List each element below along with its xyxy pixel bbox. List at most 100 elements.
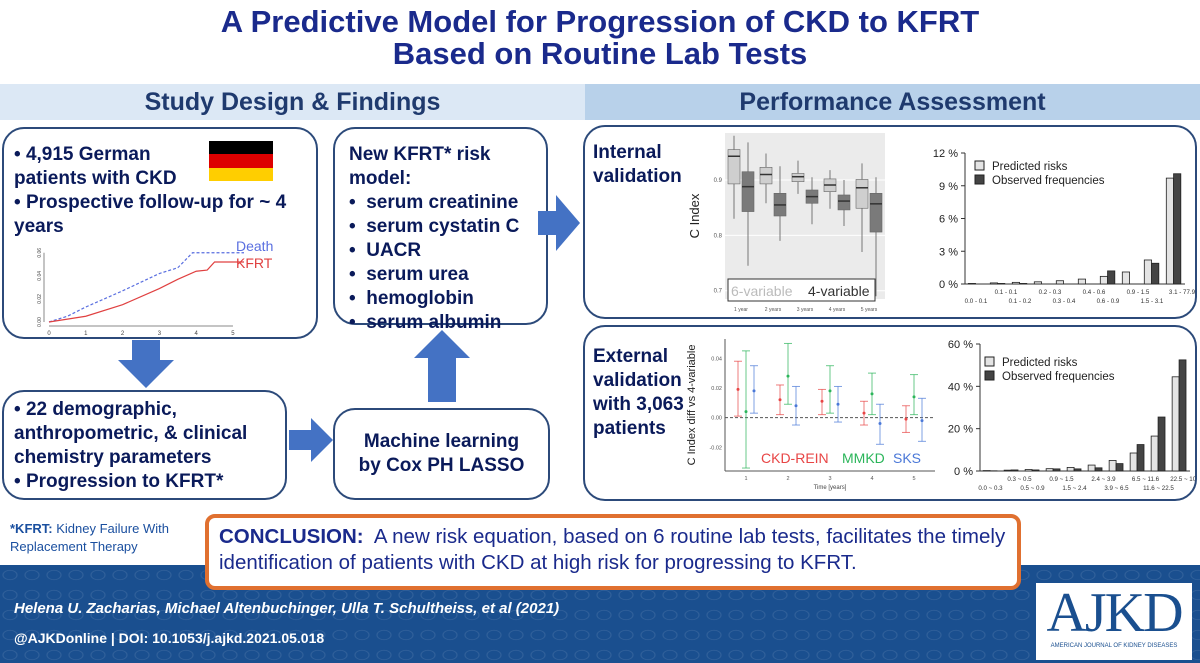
x-tick-label: 3	[828, 476, 831, 482]
internal-validation-box: Internal validation 0.7 0.8 0.9 C Index 1 ye…	[583, 125, 1197, 319]
bar-predicted	[1099, 275, 1108, 285]
x-tick-label: 0.6 - 0.9	[1097, 298, 1120, 305]
parameters-text-1: 22 demographic, anthropometric, & clinic…	[14, 399, 248, 468]
section-header-study: Study Design & Findings	[0, 84, 585, 120]
legend-box	[727, 278, 876, 302]
cohort-item-2: • Prospective follow-up for ~ 4 years	[14, 192, 287, 237]
parameters-text-2: Progression to KFRT*	[25, 471, 224, 492]
y-tick-label: 0.06	[37, 248, 43, 258]
km-line-death	[48, 252, 244, 323]
parameters-item-1: • 22 demographic, anthropometric, & clin…	[14, 399, 248, 468]
arrow-right-icon	[289, 418, 333, 462]
x-tick-label: 1.5 ~ 2.4	[1062, 485, 1087, 492]
conclusion-text: A new risk equation, based on 6 routine …	[219, 525, 1006, 574]
bar-predicted	[1024, 469, 1033, 472]
point-estimate	[912, 395, 916, 399]
external-validation-label: External validation with 3,063 patients	[593, 346, 684, 439]
bar-predicted	[1165, 177, 1174, 285]
bar-observed	[1052, 468, 1061, 472]
point-estimate	[752, 389, 756, 393]
y-tick-label: 0.7	[714, 289, 723, 295]
c-index-difference-chart: -0.02 0.00 0.02 0.04 1 2 3 4 5 Time [years] C Inde…	[686, 339, 935, 491]
x-tick-label: 0.5 ~ 0.9	[1020, 485, 1045, 492]
legend-swatch	[974, 174, 985, 185]
x-tick-label: 2	[121, 331, 125, 337]
y-tick-label: 60 %	[948, 339, 973, 351]
arrow-up-icon	[414, 330, 470, 402]
section-header-performance: Performance Assessment	[585, 84, 1200, 120]
bar-observed	[1107, 270, 1116, 285]
km-line-kfrt	[48, 261, 244, 323]
point-estimate	[904, 417, 908, 421]
x-tick-label: 0.2 - 0.3	[1039, 289, 1062, 296]
y-axis-label: C Index	[687, 193, 702, 238]
bar-observed	[1010, 469, 1019, 472]
x-tick-label: 0.3 - 0.4	[1053, 298, 1076, 305]
bar-predicted	[1143, 259, 1152, 285]
y-tick-label: -0.02	[709, 445, 722, 451]
bar-observed	[1031, 469, 1040, 472]
bar-predicted	[1011, 281, 1020, 285]
point-estimate	[862, 411, 866, 415]
x-tick-label: 1.5 - 3.1	[1141, 298, 1164, 305]
bar-observed	[1073, 468, 1082, 472]
internal-calibration-bar-chart: 0 % 3 % 6 % 9 % 12 % 0.0 - 0.1 0.1 - 0.1 0.1 - …	[933, 148, 1195, 305]
x-axis-label: Time [years]	[814, 485, 847, 491]
variable-label: serum creatinine	[366, 192, 519, 213]
bar-observed	[997, 283, 1006, 285]
parameters-box: • 22 demographic, anthropometric, & clin…	[2, 390, 287, 500]
bar-predicted	[1121, 271, 1130, 285]
y-tick-label: 40 %	[948, 381, 973, 393]
legend-ckd-rein: CKD-REIN	[761, 450, 829, 466]
footnote-term: *KFRT:	[10, 521, 53, 536]
bar-predicted	[1003, 469, 1012, 472]
x-tick-label: 5	[912, 476, 915, 482]
footnote: *KFRT: Kidney Failure With Replacement T…	[10, 520, 205, 556]
y-tick-label: 0 %	[954, 466, 973, 478]
external-validation-box: External validation with 3,063 patients …	[583, 325, 1197, 501]
x-tick-label: 1 year	[734, 307, 748, 313]
title-line-1: A Predictive Model for Progression of CK…	[220, 4, 980, 39]
x-tick-label: 3.9 ~ 6.5	[1104, 485, 1129, 492]
conclusion-label: CONCLUSION:	[219, 525, 364, 548]
model-variable-list: • serum creatinine • serum cystatin C • …	[349, 191, 519, 335]
x-tick-label: 0.9 ~ 1.5	[1049, 476, 1074, 483]
x-tick-label: 0.1 - 0.1	[995, 289, 1018, 296]
x-tick-label: 22.5 ~ 100.0	[1170, 476, 1195, 483]
point-estimate	[828, 389, 832, 393]
variable-label: UACR	[366, 240, 422, 261]
legend-swatch	[984, 356, 995, 367]
point-estimate	[786, 374, 790, 378]
model-variable: • serum cystatin C	[349, 216, 520, 237]
point-estimate	[820, 399, 824, 403]
ajkd-logo: AJKD AMERICAN JOURNAL OF KIDNEY DISEASES	[1036, 583, 1192, 660]
bar-predicted	[1129, 452, 1138, 472]
point-estimate	[736, 387, 740, 391]
y-tick-label: 0.00	[711, 416, 722, 422]
point-estimate	[836, 402, 840, 406]
bar-predicted	[1171, 376, 1180, 472]
x-tick-label: 1	[744, 476, 747, 482]
x-tick-label: 5 years	[861, 307, 878, 313]
legend-4-variable: 4-variable	[808, 283, 870, 299]
internal-validation-label: Internal validation	[593, 142, 682, 187]
citation-doi[interactable]: @AJKDonline | DOI: 10.1053/j.ajkd.2021.0…	[14, 630, 325, 646]
bar-observed	[1178, 359, 1187, 472]
bar-predicted	[1150, 435, 1159, 472]
variable-label: serum cystatin C	[366, 216, 520, 237]
legend-label: Predicted risks	[992, 161, 1068, 173]
bar-observed	[1094, 467, 1103, 472]
x-tick-label: 4	[870, 476, 873, 482]
bar-observed	[1151, 262, 1160, 285]
y-tick-label: 0.02	[711, 386, 722, 392]
x-tick-label: 0.0 - 0.1	[965, 298, 988, 305]
bar-observed	[1157, 416, 1166, 472]
box	[791, 173, 805, 182]
variable-label: serum urea	[366, 264, 469, 285]
box	[727, 149, 741, 185]
machine-learning-text: Machine learning by Cox PH LASSO	[358, 431, 525, 476]
point-estimate	[744, 410, 748, 414]
point-estimate	[878, 422, 882, 426]
box	[759, 167, 773, 185]
y-tick-label: 0.04	[711, 356, 722, 362]
